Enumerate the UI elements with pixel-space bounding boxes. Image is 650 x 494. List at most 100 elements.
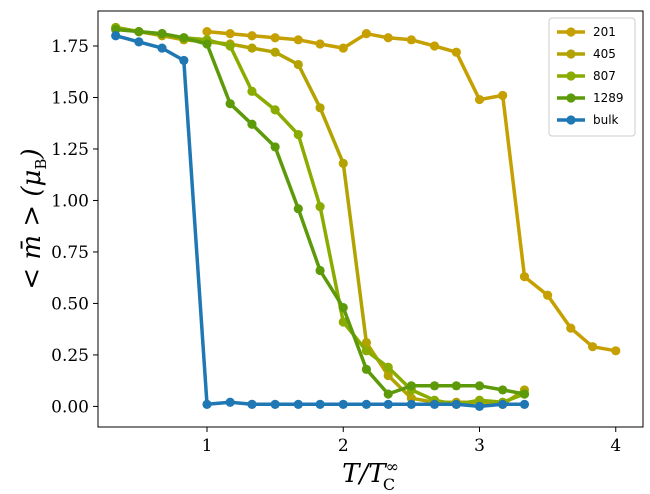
data-point-405 <box>247 43 257 53</box>
data-point-bulk <box>111 31 121 41</box>
data-point-1289 <box>474 381 485 391</box>
data-point-bulk <box>315 399 325 409</box>
data-point-201 <box>338 43 348 53</box>
legend-box <box>548 17 636 137</box>
legend-marker-807 <box>566 71 576 81</box>
data-point-bulk <box>361 399 372 409</box>
plot-frame <box>97 10 644 428</box>
data-point-405 <box>270 47 280 57</box>
data-point-201 <box>247 31 257 41</box>
data-point-1289 <box>519 389 530 399</box>
data-point-1289 <box>179 33 189 43</box>
data-point-405 <box>361 337 372 348</box>
data-point-1289 <box>270 142 280 152</box>
data-point-1289 <box>247 119 257 129</box>
data-point-201 <box>543 290 553 300</box>
data-point-1289 <box>451 381 461 391</box>
y-tick-label: 1.75 <box>51 37 89 57</box>
legend-label-bulk: bulk <box>593 113 619 127</box>
data-point-807 <box>247 86 257 96</box>
data-point-201 <box>474 94 485 105</box>
legend: 201 405 807 1289 bulk <box>548 17 636 137</box>
data-point-201 <box>225 29 235 39</box>
data-point-405 <box>293 59 303 70</box>
x-tick-label: 3 <box>474 436 485 456</box>
data-point-201 <box>202 26 212 37</box>
data-point-201 <box>611 346 621 356</box>
data-point-1289 <box>202 39 212 49</box>
data-point-1289 <box>315 265 325 276</box>
y-tick-label: 0.75 <box>51 243 89 263</box>
data-point-bulk <box>406 399 416 409</box>
data-point-201 <box>451 47 461 57</box>
data-point-bulk <box>179 55 189 66</box>
data-point-807 <box>361 346 372 356</box>
data-point-201 <box>383 33 393 43</box>
data-point-1289 <box>361 364 372 374</box>
data-point-807 <box>315 202 325 212</box>
data-point-201 <box>315 39 325 49</box>
data-point-201 <box>519 272 530 282</box>
legend-label-405: 405 <box>593 47 616 61</box>
axis-ticks: 1 2 3 4 0.00 0.25 0.50 0.75 1.00 1.25 1.50 1.75 <box>51 37 621 456</box>
legend-marker-405 <box>566 49 576 59</box>
data-point-bulk <box>270 399 280 409</box>
data-point-1289 <box>293 204 303 214</box>
data-point-201 <box>498 90 508 101</box>
data-point-201 <box>361 29 372 39</box>
data-point-807 <box>383 362 393 372</box>
data-point-1289 <box>406 381 416 391</box>
data-point-bulk <box>474 401 485 412</box>
data-point-807 <box>338 317 348 327</box>
data-point-1289 <box>134 26 144 37</box>
data-point-807 <box>293 129 303 140</box>
legend-label-201: 201 <box>593 25 616 39</box>
data-point-201 <box>587 342 598 352</box>
legend-label-1289: 1289 <box>593 91 624 105</box>
x-tick-label: 1 <box>202 436 213 456</box>
data-point-1289 <box>429 381 440 391</box>
y-tick-label: 1.50 <box>51 88 89 108</box>
data-point-bulk <box>429 399 440 409</box>
legend-marker-1289 <box>566 93 576 103</box>
data-point-bulk <box>202 399 212 409</box>
data-point-bulk <box>383 399 393 409</box>
data-point-bulk <box>519 399 530 409</box>
series-line-807 <box>115 25 526 407</box>
data-point-405 <box>338 158 348 168</box>
legend-marker-201 <box>566 27 576 37</box>
data-point-bulk <box>293 399 303 409</box>
y-tick-label: 1.00 <box>51 191 89 211</box>
data-point-1289 <box>157 29 167 39</box>
data-point-1289 <box>338 302 348 313</box>
x-tick-label: 4 <box>610 436 621 456</box>
plot-area <box>111 22 621 412</box>
data-point-1289 <box>225 99 235 109</box>
series-line-405 <box>115 25 526 407</box>
data-point-201 <box>406 35 416 45</box>
data-point-405 <box>383 370 393 381</box>
data-point-807 <box>270 105 280 115</box>
data-point-bulk <box>157 43 167 53</box>
y-tick-label: 0.00 <box>51 397 89 417</box>
y-tick-label: 0.50 <box>51 294 89 314</box>
data-point-201 <box>566 323 576 333</box>
data-point-bulk <box>247 399 257 409</box>
data-point-bulk <box>134 37 144 47</box>
data-point-bulk <box>451 399 461 409</box>
series-line-bulk <box>115 34 525 409</box>
y-tick-label: 0.25 <box>51 346 89 366</box>
data-point-bulk <box>225 397 235 407</box>
data-point-1289 <box>383 389 393 399</box>
legend-marker-bulk <box>566 115 576 125</box>
data-point-bulk <box>498 399 508 409</box>
y-axis-label: < m̄ > (μB) <box>17 148 50 289</box>
data-point-807 <box>225 41 235 51</box>
data-point-bulk <box>338 399 348 409</box>
x-axis-label: T/T∞ C <box>342 457 399 494</box>
y-tick-label: 1.25 <box>51 140 89 160</box>
data-point-201 <box>429 41 440 51</box>
data-point-405 <box>315 103 325 113</box>
data-point-201 <box>293 35 303 45</box>
